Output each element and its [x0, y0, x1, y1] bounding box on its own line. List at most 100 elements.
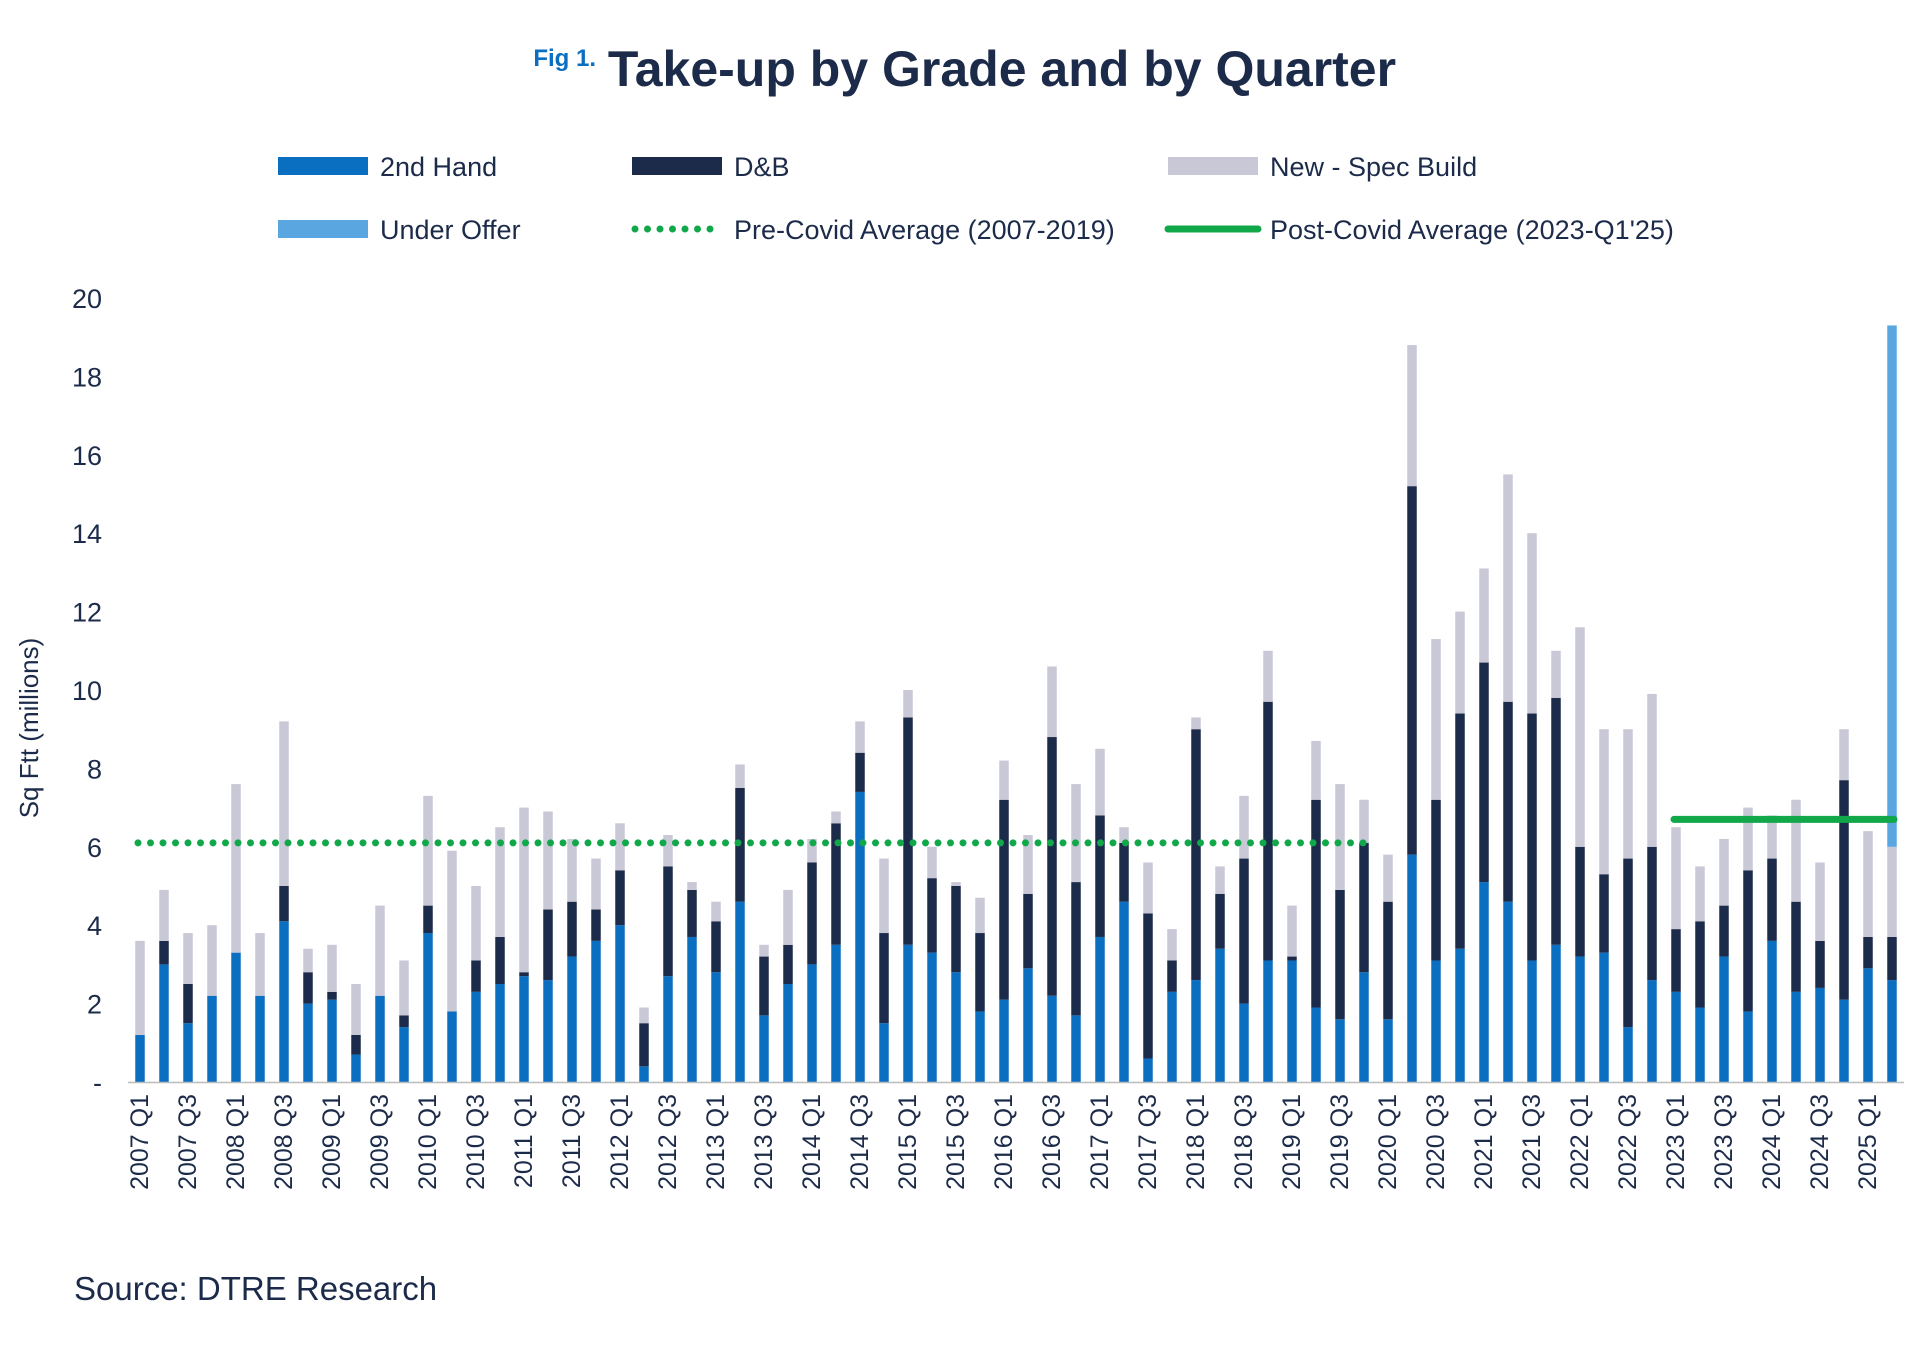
bar-d-b — [879, 933, 889, 1024]
bar-new-spec-build — [1287, 905, 1297, 957]
bar-2nd-hand — [951, 972, 961, 1082]
bar-new-spec-build — [783, 889, 793, 945]
bar-2nd-hand — [1431, 960, 1441, 1082]
bar-2nd-hand — [303, 1003, 313, 1082]
bar-2nd-hand — [735, 901, 745, 1082]
average-lines — [134, 815, 1898, 847]
bar-2nd-hand — [1263, 960, 1273, 1082]
bar-2nd-hand — [1863, 968, 1873, 1082]
x-tick-label: 2010 Q1 — [414, 1094, 442, 1190]
bar-2nd-hand — [783, 984, 793, 1082]
bar-2nd-hand — [1671, 991, 1681, 1082]
bar-new-spec-build — [1839, 729, 1849, 781]
bar-new-spec-build — [1263, 650, 1273, 702]
bar-d-b — [543, 909, 553, 981]
bar-2nd-hand — [135, 1034, 145, 1082]
bar-2nd-hand — [1527, 960, 1537, 1082]
bar-d-b — [1191, 729, 1201, 981]
bar-2nd-hand — [519, 976, 529, 1082]
bar-new-spec-build — [1527, 533, 1537, 714]
bar-d-b — [1767, 858, 1777, 941]
bar-2nd-hand — [1023, 968, 1033, 1082]
bar-d-b — [1791, 901, 1801, 992]
source-note: Source: DTRE Research — [74, 1270, 437, 1307]
bar-new-spec-build — [1311, 740, 1321, 800]
x-tick-label: 2025 Q1 — [1854, 1094, 1882, 1190]
bar-d-b — [183, 984, 193, 1024]
bar-2nd-hand — [1767, 940, 1777, 1082]
x-tick-label: 2017 Q3 — [1134, 1094, 1162, 1190]
bar-d-b — [1383, 901, 1393, 1020]
bar-d-b — [1503, 701, 1513, 902]
x-tick-label: 2014 Q3 — [846, 1094, 874, 1190]
bar-d-b — [975, 933, 985, 1012]
bar-d-b — [1143, 913, 1153, 1059]
bar-2nd-hand — [1887, 980, 1897, 1082]
bar-2nd-hand — [1479, 882, 1489, 1082]
bar-2nd-hand — [879, 1023, 889, 1082]
x-tick-label: 2019 Q3 — [1326, 1094, 1354, 1190]
bar-d-b — [471, 960, 481, 992]
bar-2nd-hand — [375, 995, 385, 1082]
bar-new-spec-build — [855, 721, 865, 753]
legend-label: Under Offer — [380, 215, 521, 245]
bar-2nd-hand — [183, 1023, 193, 1082]
bar-2nd-hand — [807, 964, 817, 1082]
bar-d-b — [1743, 870, 1753, 1012]
bar-2nd-hand — [399, 1027, 409, 1082]
bar-2nd-hand — [471, 991, 481, 1082]
bar-2nd-hand — [495, 984, 505, 1082]
legend-swatch — [278, 157, 368, 175]
bar-2nd-hand — [663, 976, 673, 1082]
x-tick-label: 2012 Q1 — [606, 1094, 634, 1190]
bar-2nd-hand — [1383, 1019, 1393, 1082]
bar-new-spec-build — [1815, 862, 1825, 941]
bar-new-spec-build — [1575, 627, 1585, 847]
bar-2nd-hand — [1239, 1003, 1249, 1082]
bar-new-spec-build — [591, 858, 601, 910]
bar-d-b — [1719, 905, 1729, 957]
legend-swatch — [278, 220, 368, 238]
x-tick-label: 2009 Q3 — [366, 1094, 394, 1190]
bar-2nd-hand — [1287, 960, 1297, 1082]
bar-new-spec-build — [351, 984, 361, 1035]
bar-d-b — [1023, 893, 1033, 969]
bar-d-b — [855, 752, 865, 792]
bar-new-spec-build — [1887, 846, 1897, 937]
x-tick-label: 2015 Q3 — [942, 1094, 970, 1190]
y-axis: - 2 4 6 8 10 12 14 16 18 20 — [72, 284, 102, 1098]
bar-d-b — [1167, 960, 1177, 992]
bar-new-spec-build — [495, 827, 505, 937]
bar-new-spec-build — [183, 933, 193, 984]
bar-d-b — [1287, 956, 1297, 961]
bar-2nd-hand — [1167, 991, 1177, 1082]
bar-2nd-hand — [159, 964, 169, 1082]
bar-d-b — [1239, 858, 1249, 1004]
bar-2nd-hand — [279, 921, 289, 1082]
bar-2nd-hand — [1551, 944, 1561, 1082]
bar-d-b — [1407, 486, 1417, 855]
bar-d-b — [279, 886, 289, 922]
bar-new-spec-build — [831, 811, 841, 824]
bar-new-spec-build — [1431, 639, 1441, 800]
bar-new-spec-build — [639, 1007, 649, 1024]
bar-new-spec-build — [711, 901, 721, 922]
bar-d-b — [1311, 799, 1321, 1008]
bar-d-b — [1551, 697, 1561, 945]
bar-2nd-hand — [999, 999, 1009, 1082]
bar-d-b — [1863, 936, 1873, 969]
x-tick-label: 2019 Q1 — [1278, 1094, 1306, 1190]
bar-new-spec-build — [207, 925, 217, 996]
legend-label: Pre-Covid Average (2007-2019) — [734, 215, 1115, 245]
bar-2nd-hand — [1791, 991, 1801, 1082]
x-tick-label: 2009 Q1 — [318, 1094, 346, 1190]
bar-new-spec-build — [447, 850, 457, 1012]
bar-2nd-hand — [207, 995, 217, 1082]
bar-2nd-hand — [711, 972, 721, 1082]
bar-new-spec-build — [1671, 827, 1681, 930]
legend-label: New - Spec Build — [1270, 152, 1477, 182]
bar-d-b — [399, 1015, 409, 1028]
bar-new-spec-build — [1599, 729, 1609, 875]
x-tick-label: 2018 Q3 — [1230, 1094, 1258, 1190]
bar-new-spec-build — [1047, 666, 1057, 738]
